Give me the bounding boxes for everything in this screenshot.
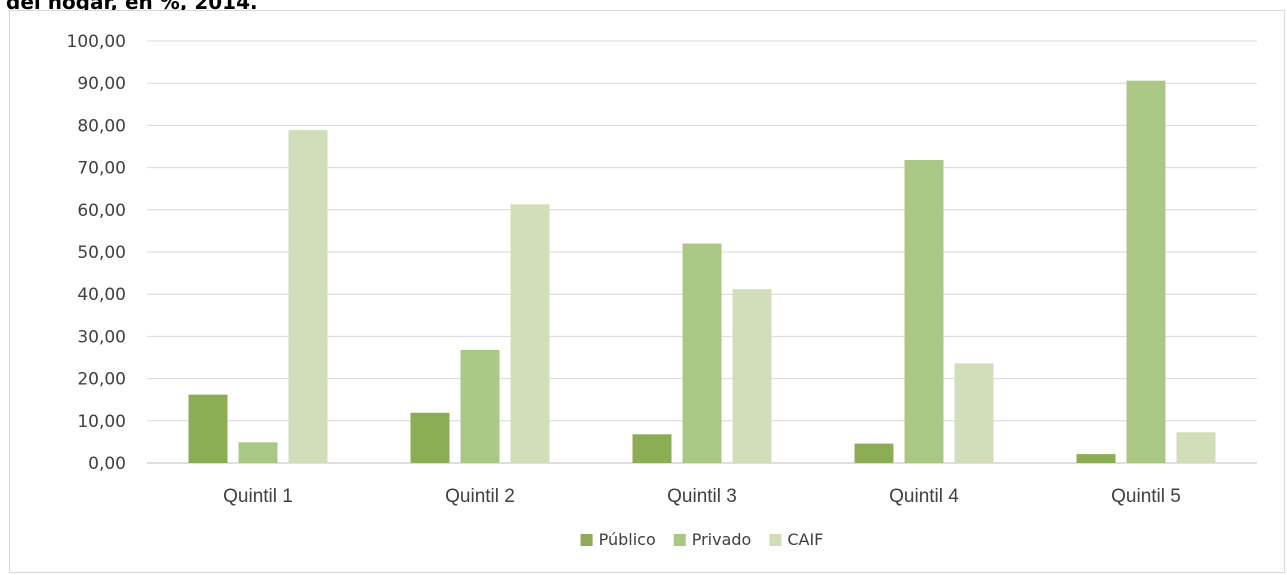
- legend: Público Privado CAIF: [580, 530, 823, 549]
- bar-chart: 0,00 10,00 20,00 30,00 40,00 50,00 60,00 70,00 8…: [67, 32, 1257, 549]
- bar-caif-5: CAIF Quintil 5: 7.3: [1176, 432, 1216, 463]
- x-axis: Quintil 1 Quintil 2 Quintil 3 Quintil 4 Quin…: [223, 486, 1181, 507]
- y-tick-label: 80,00: [77, 116, 126, 136]
- bar-privado-2: Privado Quintil 2: 26.8: [460, 349, 500, 463]
- bar-caif-2: CAIF Quintil 2: 61.3: [510, 204, 550, 463]
- y-tick-label: 0,00: [88, 454, 126, 474]
- bar-caif-4: CAIF Quintil 4: 23.6: [954, 363, 994, 463]
- y-tick-label: 30,00: [77, 327, 126, 347]
- bar-privado-1: Privado Quintil 1: 4.9: [238, 442, 278, 463]
- legend-label-caif: CAIF: [787, 530, 823, 549]
- y-tick-label: 50,00: [77, 243, 126, 263]
- legend-label-privado: Privado: [692, 530, 752, 549]
- bar-privado-3: Privado Quintil 3: 52: [682, 243, 722, 463]
- x-tick-label: Quintil 3: [667, 486, 737, 507]
- x-tick-label: Quintil 1: [223, 486, 293, 507]
- x-tick-label: Quintil 5: [1111, 486, 1181, 507]
- bar-publico-2: Público Quintil 2: 11.9: [410, 412, 450, 463]
- x-tick-label: Quintil 4: [889, 486, 959, 507]
- y-tick-label: 20,00: [77, 370, 126, 390]
- bar-publico-1: Público Quintil 1: 16.2: [188, 394, 228, 463]
- legend-label-publico: Público: [599, 530, 656, 549]
- bar-publico-3: Público Quintil 3: 6.8: [632, 434, 672, 463]
- x-tick-label: Quintil 2: [445, 486, 515, 507]
- chart-area: 0,00 10,00 20,00 30,00 40,00 50,00 60,00 70,00 8…: [9, 10, 1285, 573]
- legend-swatch-caif: [769, 534, 782, 546]
- legend-swatch-publico: [580, 534, 593, 546]
- y-tick-label: 70,00: [77, 159, 126, 179]
- y-tick-label: 40,00: [77, 285, 126, 305]
- y-tick-label: 10,00: [77, 412, 126, 432]
- legend-swatch-privado: [673, 534, 686, 546]
- bar-privado-4: Privado Quintil 4: 71.8: [904, 160, 944, 463]
- bar-publico-4: Público Quintil 4: 4.6: [854, 443, 894, 463]
- y-tick-label: 60,00: [77, 201, 126, 221]
- bar-caif-3: CAIF Quintil 3: 41.2: [732, 289, 772, 463]
- bar-publico-5: Público Quintil 5: 2.1: [1076, 454, 1116, 463]
- y-tick-label: 100,00: [67, 32, 126, 52]
- bar-caif-1: CAIF Quintil 1: 78.9: [288, 130, 328, 463]
- bars: Público Quintil 1: 16.2 Privado Quintil 1…: [188, 80, 1216, 463]
- y-tick-label: 90,00: [77, 74, 126, 94]
- bar-privado-5: Privado Quintil 5: 90.6: [1126, 80, 1166, 463]
- y-axis: 0,00 10,00 20,00 30,00 40,00 50,00 60,00 70,00 8…: [67, 32, 126, 474]
